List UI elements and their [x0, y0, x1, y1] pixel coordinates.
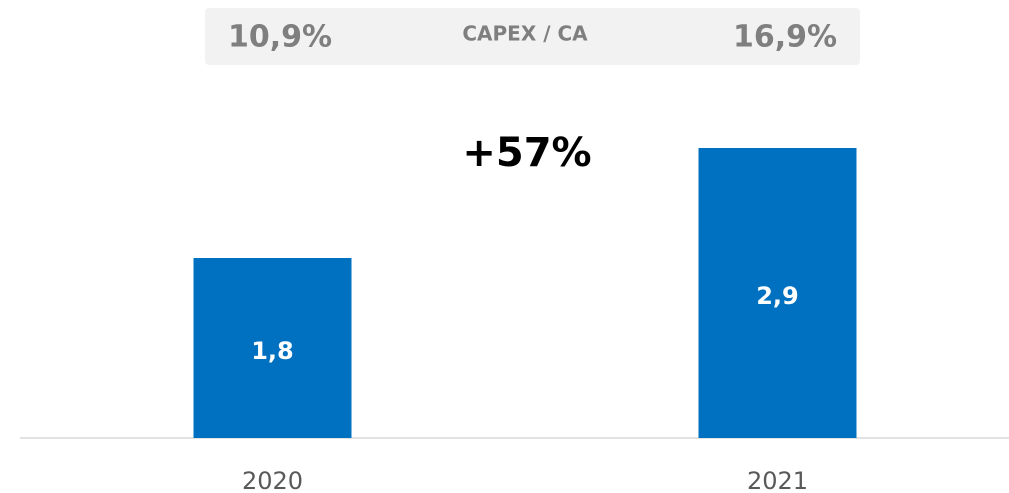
value-label: 1,8	[251, 337, 294, 365]
ratio-value: 16,9%	[733, 20, 837, 55]
value-label: 2,9	[756, 282, 799, 310]
ratio-value: 10,9%	[228, 20, 332, 55]
growth-annotation: +57%	[462, 130, 591, 176]
bar	[193, 258, 352, 438]
x-tick-label: 2020	[242, 467, 303, 493]
header-box	[205, 8, 860, 65]
bar	[698, 148, 857, 438]
x-tick-label: 2021	[747, 467, 808, 493]
header-title: CAPEX / CA	[462, 22, 588, 46]
